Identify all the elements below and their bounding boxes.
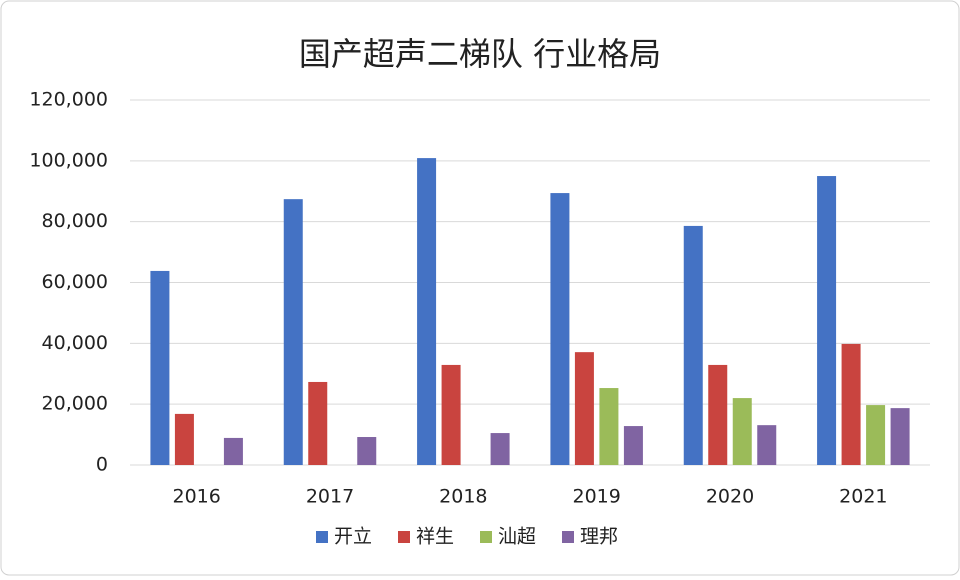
bar: [817, 176, 837, 465]
bar: [732, 398, 752, 465]
chart-title: 国产超声二梯队 行业格局: [299, 35, 661, 73]
y-tick-label: 0: [96, 454, 108, 476]
y-tick-label: 60,000: [42, 271, 108, 293]
bar: [441, 364, 461, 465]
legend-swatch: [480, 531, 492, 543]
bar: [550, 193, 570, 465]
y-tick-label: 40,000: [42, 332, 108, 354]
legend-swatch: [316, 531, 328, 543]
bar: [308, 381, 328, 465]
x-tick-label: 2016: [172, 486, 220, 508]
bar: [757, 425, 777, 465]
legend-label: 开立: [334, 526, 372, 548]
y-tick-label: 120,000: [29, 89, 108, 111]
legend-label: 理邦: [580, 526, 618, 548]
bar: [841, 343, 861, 465]
y-tick-label: 100,000: [29, 149, 108, 171]
x-tick-label: 2021: [839, 486, 887, 508]
bar: [223, 437, 243, 465]
y-tick-label: 20,000: [42, 393, 108, 415]
bar: [283, 199, 303, 466]
bar: [150, 270, 170, 465]
x-tick-label: 2018: [439, 486, 487, 508]
x-tick-label: 2020: [706, 486, 754, 508]
x-tick-label: 2017: [306, 486, 354, 508]
legend-label: 祥生: [416, 526, 454, 548]
bar: [574, 352, 594, 465]
bar: [623, 426, 643, 465]
bar: [490, 433, 510, 465]
legend-swatch: [398, 531, 410, 543]
bar: [890, 408, 910, 465]
bar: [174, 413, 194, 465]
bar: [683, 225, 703, 465]
bar: [357, 437, 377, 465]
legend-swatch: [562, 531, 574, 543]
bar: [599, 388, 619, 465]
y-tick-label: 80,000: [42, 210, 108, 232]
x-tick-label: 2019: [572, 486, 620, 508]
bar: [708, 364, 728, 465]
legend-label: 汕超: [498, 526, 536, 548]
bar: [866, 405, 886, 465]
bar: [417, 158, 437, 466]
